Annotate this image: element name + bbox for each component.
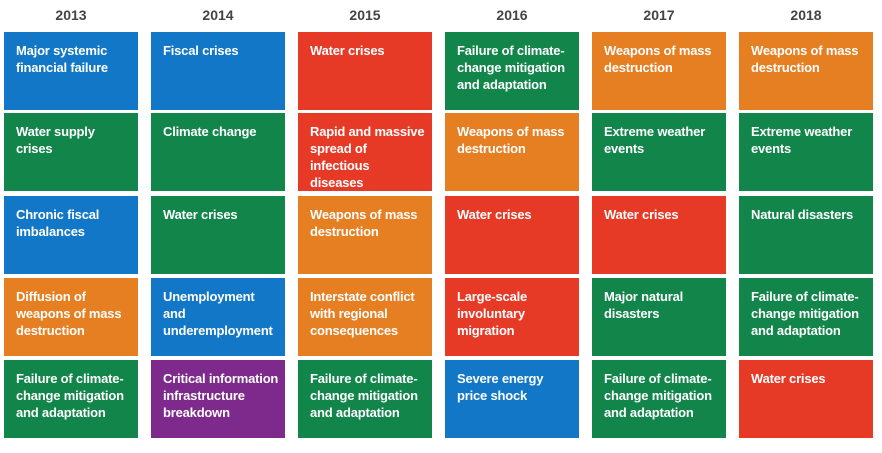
risk-tile-2018-rank-5: Water crises (739, 360, 873, 438)
risk-tile-2017-rank-1: Weapons of mass destruction (592, 32, 726, 110)
year-header-2014: 2014 (202, 7, 234, 23)
risk-tile-2015-rank-3: Weapons of mass destruction (298, 196, 432, 274)
risk-tile-2016-rank-3: Water crises (445, 196, 579, 274)
risk-tile-2014-rank-1: Fiscal crises (151, 32, 285, 110)
risk-tile-2018-rank-1: Weapons of mass destruction (739, 32, 873, 110)
risk-tile-2014-rank-3: Water crises (151, 196, 285, 274)
risk-tile-2016-rank-5: Severe energy price shock (445, 360, 579, 438)
risk-tile-2013-rank-4: Diffusion of weapons of mass destruction (4, 278, 138, 356)
risk-tile-2013-rank-2: Water supply crises (4, 113, 138, 191)
year-header-2015: 2015 (349, 7, 381, 23)
risk-tile-2018-rank-3: Natural disasters (739, 196, 873, 274)
risk-tile-2014-rank-4: Unemployment and underemployment (151, 278, 285, 356)
year-header-2018: 2018 (790, 7, 822, 23)
risk-tile-2014-rank-2: Climate change (151, 113, 285, 191)
year-header-2016: 2016 (496, 7, 528, 23)
risk-tile-2017-rank-4: Major natural disasters (592, 278, 726, 356)
risk-tile-2013-rank-3: Chronic fiscal imbalances (4, 196, 138, 274)
risk-tile-2015-rank-4: Interstate conflict with regional conseq… (298, 278, 432, 356)
risk-tile-2015-rank-2: Rapid and massive spread of infectious d… (298, 113, 432, 191)
risk-tile-2017-rank-2: Extreme weather events (592, 113, 726, 191)
year-header-2013: 2013 (55, 7, 87, 23)
risk-tile-2013-rank-1: Major systemic financial failure (4, 32, 138, 110)
risk-tile-2013-rank-5: Failure of climate-change mitigation and… (4, 360, 138, 438)
risk-tile-2017-rank-3: Water crises (592, 196, 726, 274)
risk-tile-2015-rank-5: Failure of climate-change mitigation and… (298, 360, 432, 438)
risk-tile-2016-rank-2: Weapons of mass destruction (445, 113, 579, 191)
year-header-2017: 2017 (643, 7, 675, 23)
risk-tile-2015-rank-1: Water crises (298, 32, 432, 110)
risk-tile-2016-rank-1: Failure of climate-change mitigation and… (445, 32, 579, 110)
risk-tile-2018-rank-2: Extreme weather events (739, 113, 873, 191)
risk-tile-2016-rank-4: Large-scale involuntary migration (445, 278, 579, 356)
risk-tile-2014-rank-5: Critical information infrastructure brea… (151, 360, 285, 438)
risk-tile-2018-rank-4: Failure of climate-change mitigation and… (739, 278, 873, 356)
risk-tile-2017-rank-5: Failure of climate-change mitigation and… (592, 360, 726, 438)
